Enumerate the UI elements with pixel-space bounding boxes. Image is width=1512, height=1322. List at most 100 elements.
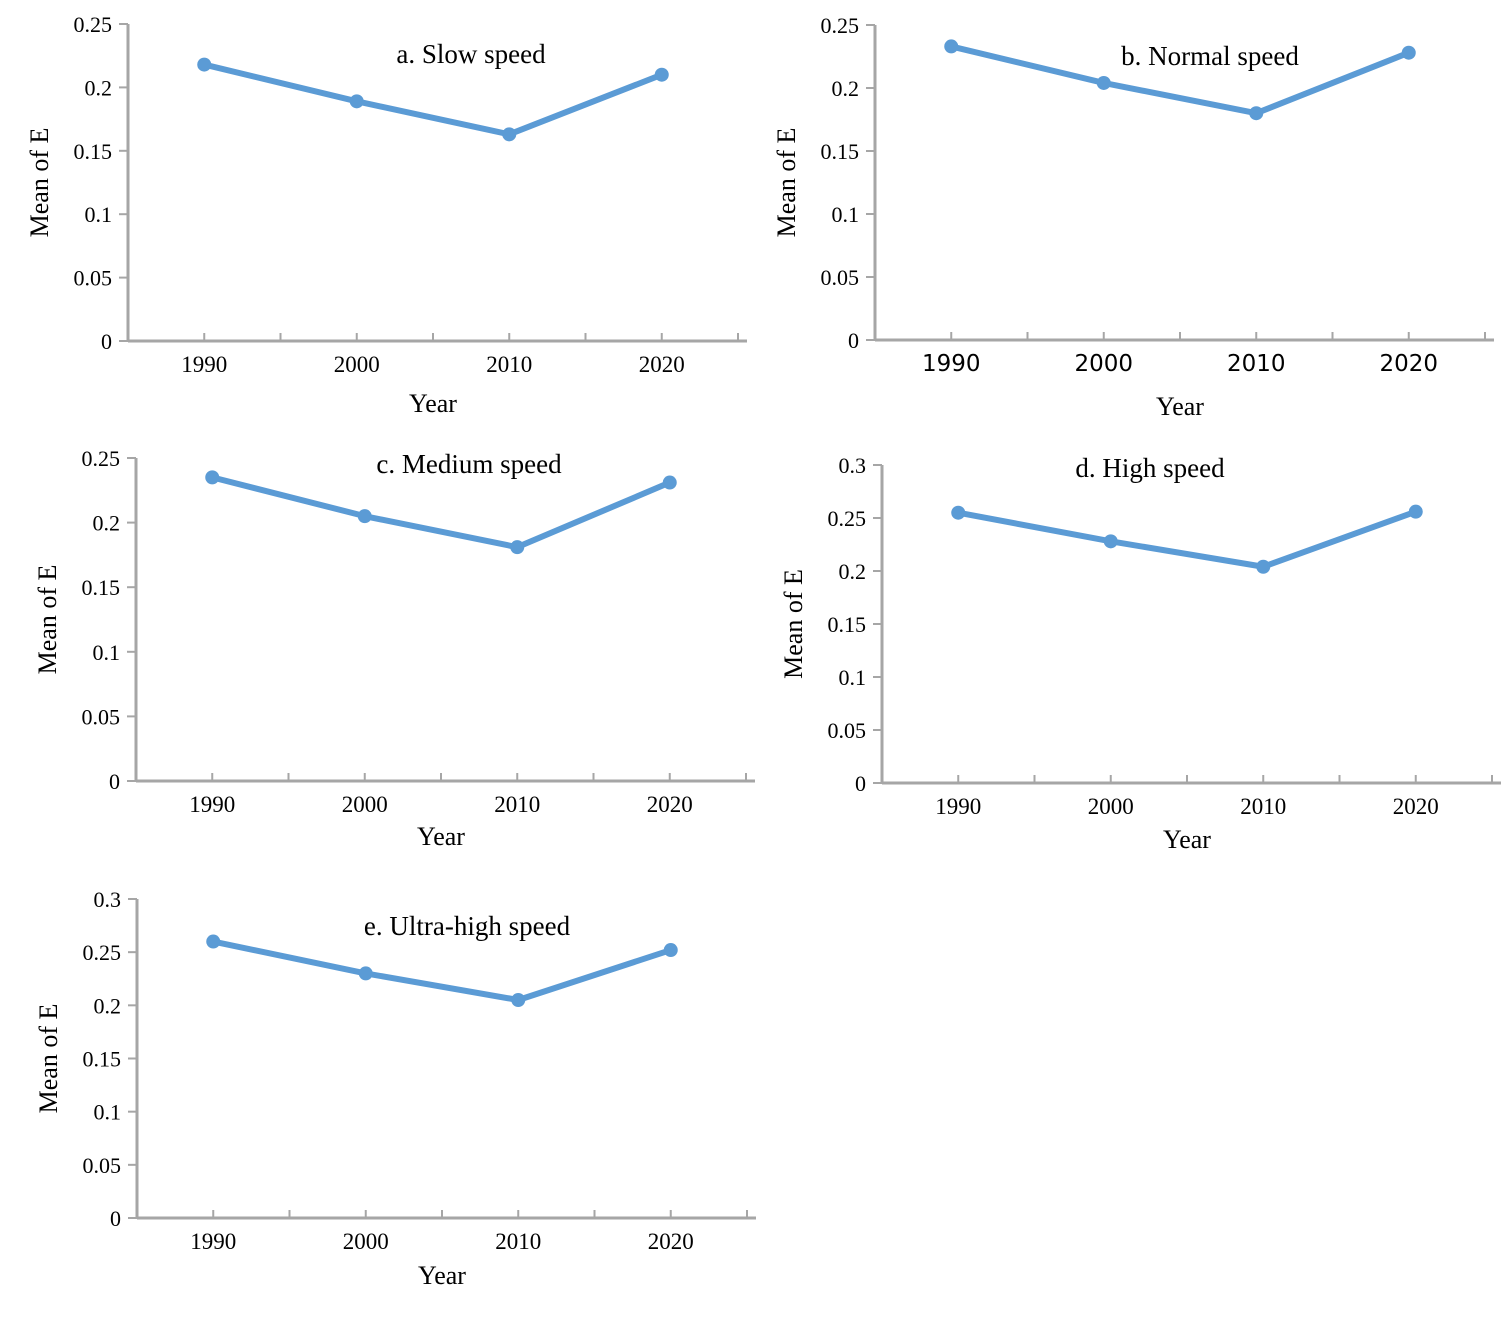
y-tick-label: 0.15 bbox=[821, 139, 860, 164]
data-point bbox=[197, 57, 212, 72]
y-tick-label: 0 bbox=[848, 328, 859, 353]
y-tick-label: 0.1 bbox=[94, 1100, 122, 1125]
chart-title: c. Medium speed bbox=[376, 449, 562, 479]
y-tick-label: 0.2 bbox=[839, 559, 867, 584]
y-tick-label: 0.15 bbox=[828, 612, 867, 637]
y-tick-label: 0.05 bbox=[82, 704, 121, 729]
data-point bbox=[1256, 559, 1271, 574]
data-point bbox=[205, 470, 220, 485]
data-point bbox=[662, 475, 677, 490]
data-point bbox=[502, 127, 517, 142]
x-axis-title: Year bbox=[417, 822, 465, 851]
y-tick-label: 0.1 bbox=[85, 202, 113, 227]
y-tick-label: 0.25 bbox=[828, 506, 867, 531]
x-tick-label: 1990 bbox=[922, 351, 981, 377]
data-point bbox=[358, 966, 373, 981]
x-tick-label: 2010 bbox=[1227, 351, 1286, 377]
chart-c-svg: 0 0.05 0.1 0.15 0.2 0.25 1990 2000 2010 2020 c. Me… bbox=[33, 446, 755, 851]
y-tick-label: 0.05 bbox=[74, 266, 113, 291]
x-tick-label: 1990 bbox=[190, 1229, 236, 1254]
chart-title: e. Ultra-high speed bbox=[364, 911, 571, 941]
chart-c-medium-speed: 0 0.05 0.1 0.15 0.2 0.25 1990 2000 2010 2020 c. Me… bbox=[0, 430, 756, 870]
y-tick-label: 0.15 bbox=[82, 575, 121, 600]
chart-b-svg: 0 0.05 0.1 0.15 0.2 0.25 1990 2000 2010 2020 b. No… bbox=[772, 13, 1494, 421]
x-tick-label: 2000 bbox=[342, 792, 388, 817]
y-tick-label: 0.15 bbox=[74, 139, 113, 164]
x-tick-label: 1990 bbox=[935, 794, 981, 819]
data-point bbox=[654, 67, 669, 82]
data-point bbox=[510, 540, 525, 555]
y-axis-title: Mean of E bbox=[779, 569, 808, 679]
data-point bbox=[951, 505, 966, 520]
y-axis-title: Mean of E bbox=[772, 128, 801, 238]
data-point bbox=[511, 993, 526, 1008]
y-tick-label: 0.1 bbox=[839, 665, 867, 690]
data-point bbox=[944, 39, 959, 54]
data-point bbox=[1408, 504, 1423, 519]
data-point bbox=[1103, 534, 1118, 549]
y-tick-label: 0.1 bbox=[832, 202, 860, 227]
y-tick-label: 0.2 bbox=[85, 75, 113, 100]
chart-e-svg: 0 0.05 0.1 0.15 0.2 0.25 0.3 1990 2000 2010 2020 e.… bbox=[34, 887, 756, 1290]
x-tick-label: 2020 bbox=[647, 792, 693, 817]
x-tick-label: 2010 bbox=[1240, 794, 1286, 819]
series-line bbox=[210, 938, 674, 1004]
y-tick-label: 0.15 bbox=[83, 1047, 122, 1072]
data-point bbox=[1249, 106, 1264, 121]
chart-a-slow-speed: 0 0.05 0.1 0.15 0.2 0.25 1990 2000 2010 2020 a. Sl… bbox=[0, 0, 756, 430]
chart-d-svg: 0 0.05 0.1 0.15 0.2 0.25 0.3 1990 2000 2010 2020 d.… bbox=[779, 453, 1501, 854]
data-point bbox=[349, 94, 364, 109]
y-axis-title: Mean of E bbox=[25, 128, 54, 238]
y-tick-label: 0.25 bbox=[82, 446, 121, 471]
y-tick-label: 0.1 bbox=[93, 640, 121, 665]
x-tick-label: 2000 bbox=[1088, 794, 1134, 819]
y-tick-label: 0.25 bbox=[74, 12, 113, 37]
x-tick-label: 2020 bbox=[1393, 794, 1439, 819]
y-tick-label: 0.25 bbox=[83, 940, 122, 965]
chart-b-normal-speed: 0 0.05 0.1 0.15 0.2 0.25 1990 2000 2010 2020 b. No… bbox=[756, 0, 1512, 430]
x-tick-label: 2000 bbox=[334, 352, 380, 377]
y-tick-label: 0 bbox=[110, 1206, 121, 1231]
data-point bbox=[1096, 75, 1111, 90]
y-tick-label: 0.2 bbox=[93, 511, 121, 536]
y-axis-title: Mean of E bbox=[33, 565, 62, 675]
series-line bbox=[201, 61, 665, 138]
chart-title: b. Normal speed bbox=[1121, 41, 1299, 71]
y-tick-label: 0.05 bbox=[83, 1153, 122, 1178]
y-tick-label: 0.25 bbox=[821, 13, 860, 38]
series-line bbox=[948, 43, 1412, 117]
x-axis-title: Year bbox=[409, 389, 457, 418]
x-axis-title: Year bbox=[1156, 392, 1204, 421]
chart-a-svg: 0 0.05 0.1 0.15 0.2 0.25 1990 2000 2010 2020 a. Sl… bbox=[25, 12, 747, 418]
y-tick-label: 0.05 bbox=[821, 265, 860, 290]
y-tick-label: 0.05 bbox=[828, 718, 867, 743]
chart-e-ultra-high-speed: 0 0.05 0.1 0.15 0.2 0.25 0.3 1990 2000 2010 2020 e.… bbox=[0, 870, 756, 1322]
y-tick-label: 0 bbox=[109, 769, 120, 794]
x-tick-label: 2000 bbox=[1074, 351, 1133, 377]
y-tick-label: 0 bbox=[855, 771, 866, 796]
y-tick-label: 0.2 bbox=[94, 993, 122, 1018]
x-tick-label: 2000 bbox=[343, 1229, 389, 1254]
x-axis-title: Year bbox=[1163, 825, 1211, 854]
series-line bbox=[209, 474, 673, 551]
x-tick-label: 2010 bbox=[495, 1229, 541, 1254]
x-tick-label: 2020 bbox=[1379, 351, 1438, 377]
series-line bbox=[955, 508, 1419, 570]
x-tick-label: 2020 bbox=[648, 1229, 694, 1254]
chart-title: a. Slow speed bbox=[396, 39, 546, 69]
x-tick-label: 1990 bbox=[181, 352, 227, 377]
data-point bbox=[206, 934, 221, 949]
data-point bbox=[1401, 45, 1416, 60]
y-tick-label: 0.3 bbox=[94, 887, 122, 912]
x-tick-label: 2010 bbox=[486, 352, 532, 377]
x-tick-label: 1990 bbox=[189, 792, 235, 817]
y-tick-label: 0 bbox=[101, 329, 112, 354]
data-point bbox=[357, 509, 372, 524]
x-tick-label: 2010 bbox=[494, 792, 540, 817]
y-tick-label: 0.3 bbox=[839, 453, 867, 478]
chart-title: d. High speed bbox=[1075, 453, 1225, 483]
chart-d-high-speed: 0 0.05 0.1 0.15 0.2 0.25 0.3 1990 2000 2010 2020 d.… bbox=[756, 430, 1512, 870]
data-point bbox=[663, 943, 678, 958]
x-tick-label: 2020 bbox=[639, 352, 685, 377]
